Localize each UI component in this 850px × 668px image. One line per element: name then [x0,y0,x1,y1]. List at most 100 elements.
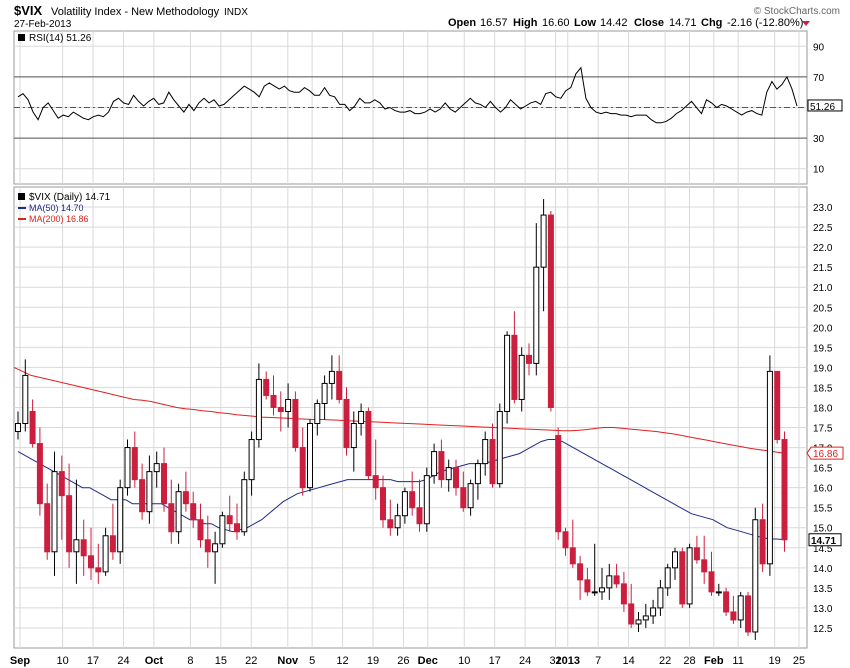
vix-legend-swatch-icon [18,193,25,200]
candle-down [701,559,708,573]
candle-up [445,467,452,481]
price-tick-label: 23.0 [813,203,833,214]
high-label: High [513,17,538,29]
ma200-last-value-box [806,446,844,460]
rsi-last-value-box [807,99,843,112]
x-tick-label: 24 [117,655,129,667]
open-label: Open [448,17,476,29]
close-last-value: 14.71 [811,536,836,547]
candle-down [58,471,65,497]
candle-up [328,370,335,384]
candle-up [686,547,693,605]
candle-down [226,515,233,525]
candle-up [642,615,649,621]
x-tick-label: 22 [245,655,257,667]
price-tick-label: 15.0 [813,524,833,535]
ma200-last-value: 16.86 [813,449,838,460]
candle-up [394,515,401,529]
price-tick-label: 16.0 [813,484,833,495]
candle-up [241,479,248,533]
x-tick-label: Sep [10,655,30,667]
candle-up [248,439,255,481]
down-arrow-icon [802,21,810,26]
high-value: 16.60 [542,17,570,29]
symbol-label: $VIX [14,3,43,18]
candle-up [51,471,58,553]
candle-up [358,410,365,425]
candle-down [526,354,532,364]
x-tick-label: 22 [659,655,671,667]
price-tick-label: 18.5 [813,383,833,394]
price-tick-label: 13.5 [813,584,833,595]
price-grid [14,187,807,648]
legend-ma50: MA(50) 14.70 [29,203,84,213]
x-tick-label: 19 [769,655,781,667]
candle-up [219,515,226,545]
candle-up [423,475,430,525]
candle-up [285,398,292,412]
candle-down [547,214,554,408]
candle-down [562,531,569,549]
candle-down [693,547,700,561]
candle-down [723,591,730,613]
candle-up [22,374,29,425]
candle-down [460,487,467,509]
candle-up [737,595,744,621]
candle-up [307,423,313,489]
candle-down [299,447,306,489]
candle-down [759,519,766,565]
candle-down [745,595,751,633]
close-label: Close [634,17,664,29]
candle-down [679,551,686,605]
rsi-grid [14,31,807,184]
chg-label: Chg [701,17,722,29]
candle-down [489,439,496,485]
rsi-tick-label: 90 [813,42,825,53]
stockcharts-watermark: © StockCharts.com [754,6,840,17]
rsi-tick-label: 70 [813,73,825,84]
candle-up [672,551,678,569]
rsi-legend-swatch-icon [18,34,25,41]
candle-down [620,583,627,605]
candle-down [409,491,416,509]
rsi-tick-label: 10 [813,165,825,176]
candle-up [124,447,131,489]
candle-down [343,398,350,449]
candle-down [168,503,175,533]
rsi-line [17,66,798,124]
candle-down [292,398,299,449]
price-tick-label: 21.5 [813,263,833,274]
candle-up [657,587,664,609]
close-last-value-tag: 14.71 [808,533,842,547]
candle-down [453,467,459,489]
candle-up [73,539,80,553]
candle-down [197,519,204,541]
price-tick-label: 14.5 [813,544,833,555]
x-tick-label: 12 [336,655,348,667]
candle-down [109,535,116,553]
rsi-panel: 1030507090 RSI(14) 51.26 51.26 [13,30,843,185]
x-tick-label: Oct [145,655,164,667]
low-value: 14.42 [600,17,628,29]
candle-up [467,483,474,509]
ma200-line [13,366,785,454]
candle-up [606,575,613,589]
candle-up [591,591,598,594]
candle-up [496,410,503,485]
x-tick-label: 10 [56,655,68,667]
candle-up [255,378,262,441]
price-tick-label: 19.5 [813,343,833,354]
date-label: 27-Feb-2013 [14,19,72,30]
price-tick-label: 14.0 [813,564,833,575]
candle-down [438,451,445,481]
x-tick-label: 26 [397,655,409,667]
candle-up [482,439,489,465]
candle-up [664,567,671,589]
candle-down [88,555,94,569]
candle-down [730,611,737,621]
candle-up [102,535,109,573]
x-tick-label: 15 [215,655,227,667]
candle-down [584,579,591,593]
